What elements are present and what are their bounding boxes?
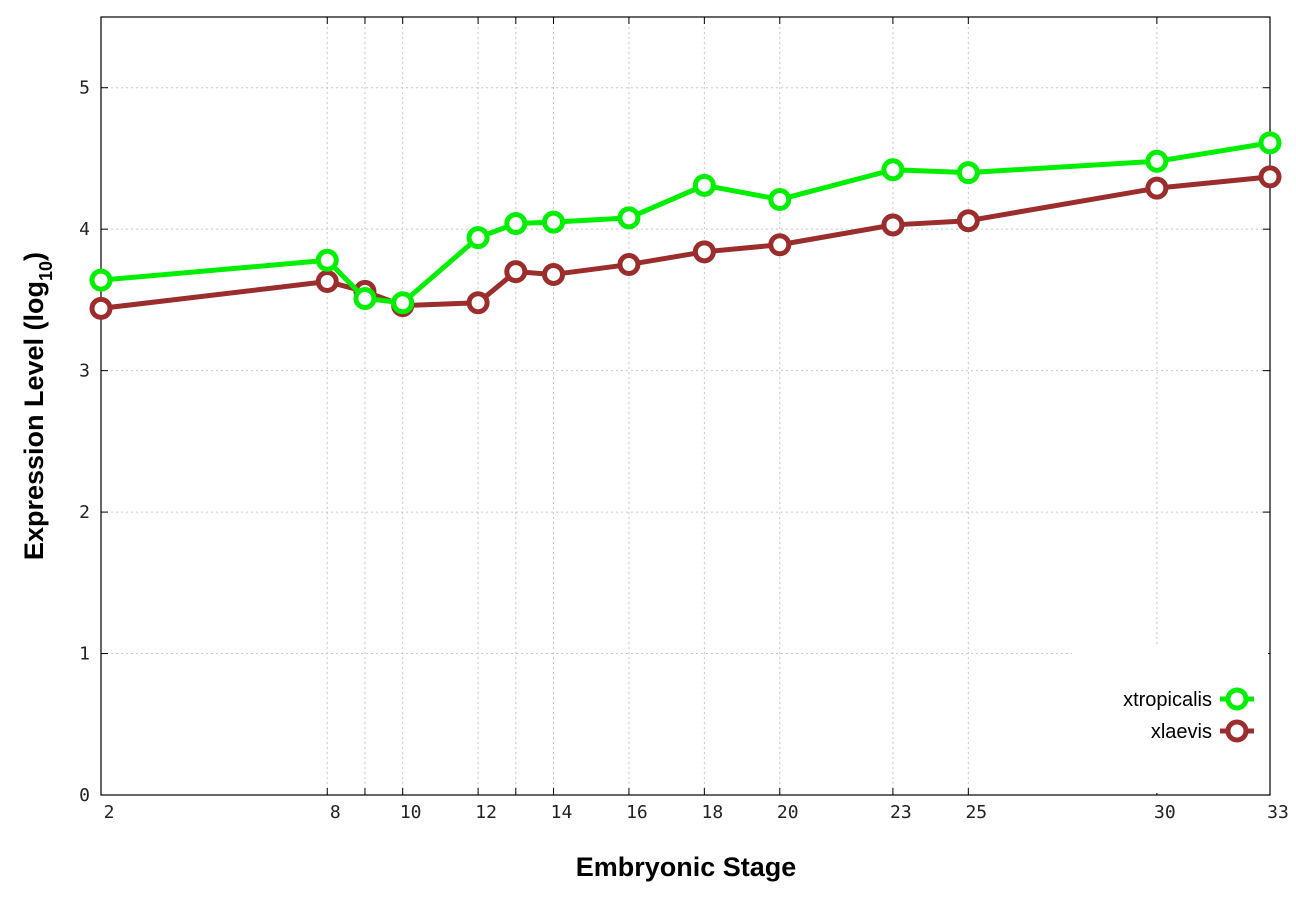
y-tick-label: 0 (79, 785, 90, 806)
series-xlaevis (89, 165, 1282, 320)
x-tick-label: 10 (400, 802, 422, 823)
y-tick-label: 5 (79, 78, 90, 99)
series-line-xtropicalis (100, 140, 1271, 306)
y-axis-title-subscript: 10 (36, 261, 56, 281)
data-point-xtropicalis (542, 210, 566, 234)
legend-label-xtropicalis: xtropicalis (1123, 689, 1212, 711)
data-point-xlaevis (315, 270, 339, 294)
legend-background (1072, 645, 1268, 793)
legend: xtropicalis xlaevis (1123, 687, 1254, 743)
data-point-xlaevis (89, 296, 113, 320)
series-xtropicalis (89, 131, 1282, 315)
x-tick-label: 12 (475, 802, 497, 823)
legend-swatch-marker-xtropicalis (1225, 687, 1249, 711)
x-tick-label: 8 (330, 802, 341, 823)
data-point-xtropicalis (617, 206, 641, 230)
y-tick-label: 3 (79, 361, 90, 382)
legend-swatch-marker-xlaevis (1225, 719, 1249, 743)
data-point-xlaevis (542, 262, 566, 286)
x-tick-label: 30 (1154, 802, 1176, 823)
data-point-xtropicalis (504, 212, 528, 236)
series-lines (89, 131, 1282, 320)
x-axis-title: Embryonic Stage (576, 852, 797, 882)
data-point-xtropicalis (881, 158, 905, 182)
y-axis-title-close: ) (19, 252, 49, 261)
data-point-xtropicalis (1258, 131, 1282, 155)
data-point-xtropicalis (1145, 149, 1169, 173)
x-tick-label: 33 (1267, 802, 1289, 823)
data-point-xlaevis (504, 260, 528, 284)
y-tick-label: 4 (79, 219, 90, 240)
x-tick-label: 14 (551, 802, 573, 823)
data-point-xlaevis (1145, 176, 1169, 200)
y-axis-title: Expression Level (log10) (19, 252, 56, 560)
data-point-xlaevis (768, 233, 792, 257)
legend-label-xlaevis: xlaevis (1151, 721, 1212, 743)
data-point-xlaevis (692, 240, 716, 264)
y-tick-label: 1 (79, 644, 90, 665)
data-point-xtropicalis (768, 187, 792, 211)
data-point-xtropicalis (391, 291, 415, 315)
x-tick-label: 25 (965, 802, 987, 823)
data-point-xlaevis (617, 253, 641, 277)
y-axis-title-main: Expression Level (log (19, 281, 49, 560)
data-point-xtropicalis (956, 161, 980, 185)
data-point-xlaevis (956, 209, 980, 233)
data-point-xlaevis (466, 291, 490, 315)
data-point-xtropicalis (353, 286, 377, 310)
data-point-xtropicalis (466, 226, 490, 250)
x-tick-label: 2 (104, 802, 115, 823)
x-tick-label: 23 (890, 802, 912, 823)
x-tick-label: 20 (777, 802, 799, 823)
data-point-xtropicalis (692, 173, 716, 197)
x-tick-label: 18 (702, 802, 724, 823)
y-tick-label: 2 (79, 502, 90, 523)
data-point-xtropicalis (315, 248, 339, 272)
series-line-xlaevis (100, 174, 1271, 311)
data-point-xlaevis (1258, 165, 1282, 189)
data-point-xtropicalis (89, 268, 113, 292)
plot-frame (100, 16, 1271, 796)
data-point-xlaevis (881, 213, 905, 237)
x-tick-label: 16 (626, 802, 648, 823)
